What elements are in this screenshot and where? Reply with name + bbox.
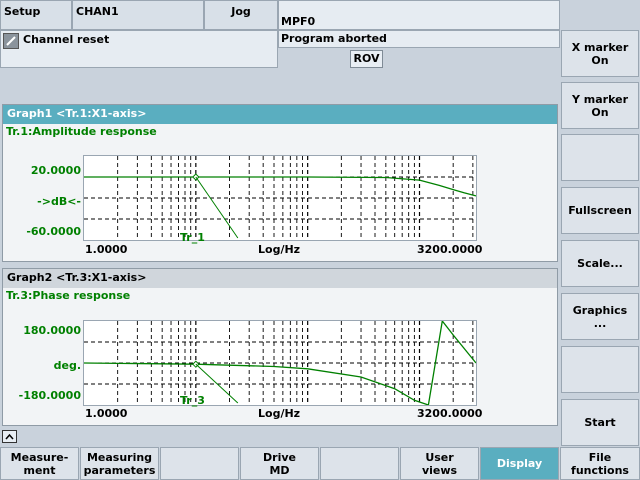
graph1-plot-area[interactable]: Tr_1	[83, 155, 477, 244]
graph2-trace	[83, 319, 477, 406]
graph1-subtitle: Tr.1:Amplitude response	[6, 125, 157, 138]
graph2-plot-area[interactable]: Tr_3	[83, 319, 477, 407]
empty-hsoftkey-3[interactable]	[160, 447, 239, 480]
graph1-xmax: 3200.0000	[417, 243, 483, 256]
graph2-panel[interactable]: Graph2 <Tr.3:X1-axis> Tr.3:Phase respons…	[2, 268, 558, 426]
graph2-trace-label: Tr_3	[180, 394, 205, 407]
graph1-trace	[84, 176, 477, 197]
graph2-marker-leader	[195, 363, 239, 404]
graph1-title: Graph1 <Tr.1:X1-axis>	[3, 105, 557, 124]
measurement-softkey[interactable]: Measure-ment	[0, 447, 79, 480]
channel-label: CHAN1	[72, 0, 204, 30]
graph2-yunit: deg.	[53, 359, 81, 372]
program-panel: MPF0	[278, 0, 560, 30]
user-views-softkey[interactable]: User views	[400, 447, 479, 480]
channel-status-text: Channel reset	[23, 33, 110, 46]
graph2-xmin: 1.0000	[85, 407, 128, 420]
program-status-panel: Program aborted	[278, 30, 560, 48]
channel-status-panel: Channel reset	[0, 30, 278, 68]
y-marker-softkey[interactable]: Y marker On	[561, 82, 639, 129]
graph1-yunit: ->dB<-	[37, 195, 81, 208]
graph2-subtitle: Tr.3:Phase response	[6, 289, 131, 302]
display-softkey[interactable]: Display	[480, 447, 559, 480]
graph2-chart	[83, 319, 477, 406]
scale-softkey[interactable]: Scale...	[561, 240, 639, 287]
graph1-xmin: 1.0000	[85, 243, 128, 256]
program-status-text: Program aborted	[281, 32, 387, 45]
graph1-chart	[83, 156, 477, 240]
drive-md-softkey[interactable]: Drive MD	[240, 447, 319, 480]
graph1-ytick-top: 20.0000	[30, 164, 81, 177]
empty-softkey-7[interactable]	[561, 346, 639, 393]
file-functions-softkey[interactable]: File functions	[560, 447, 640, 480]
reset-status-icon	[3, 33, 19, 49]
graph2-xlabel: Log/Hz	[258, 407, 301, 420]
measuring-parameters-softkey[interactable]: Measuring parameters	[80, 447, 159, 480]
empty-hsoftkey-5[interactable]	[320, 447, 399, 480]
mode-label: Jog	[204, 0, 278, 30]
graph1-ytick-bottom: -60.0000	[26, 225, 81, 238]
graph2-title: Graph2 <Tr.3:X1-axis>	[3, 269, 557, 288]
empty-softkey-3[interactable]	[561, 134, 639, 181]
graphics-softkey[interactable]: Graphics...	[561, 293, 639, 340]
graph2-ytick-top: 180.0000	[23, 324, 81, 337]
start-softkey[interactable]: Start	[561, 399, 639, 446]
graph2-ytick-bottom: -180.0000	[18, 389, 81, 402]
expand-up-icon[interactable]	[2, 430, 17, 443]
rov-indicator: ROV	[350, 50, 383, 68]
fullscreen-softkey[interactable]: Fullscreen	[561, 187, 639, 234]
program-name: MPF0	[281, 15, 316, 28]
graph1-marker-leader	[195, 176, 239, 239]
graph1-xlabel: Log/Hz	[258, 243, 301, 256]
graph1-panel[interactable]: Graph1 <Tr.1:X1-axis> Tr.1:Amplitude res…	[2, 104, 558, 262]
x-marker-softkey[interactable]: X marker On	[561, 30, 639, 77]
graph2-xmax: 3200.0000	[417, 407, 483, 420]
area-label: Setup	[0, 0, 72, 30]
graph1-trace-label: Tr_1	[180, 231, 205, 244]
